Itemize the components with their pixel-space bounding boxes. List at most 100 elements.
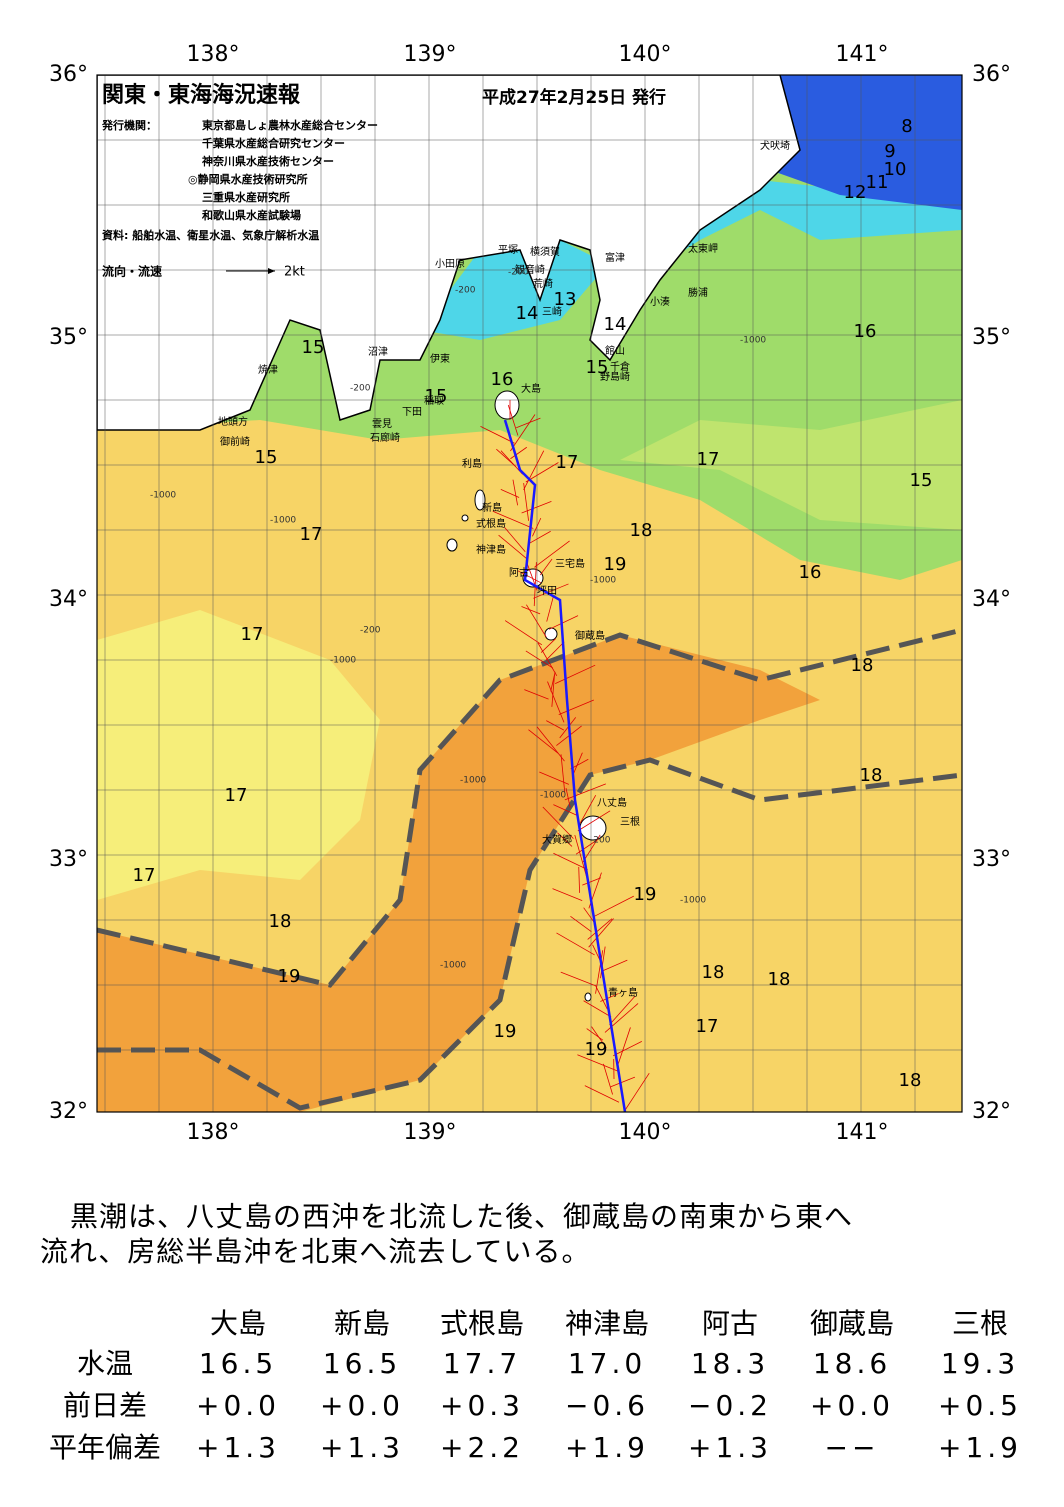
island (495, 391, 519, 419)
legend-scale: 2kt (284, 265, 305, 280)
place-name: 平塚 (498, 244, 518, 256)
contour-label: 14 (604, 314, 627, 335)
table-cell: +0.5 (938, 1389, 1022, 1422)
table-header: 新島 (334, 1307, 390, 1340)
map-title: 関東・東海海況速報 (102, 82, 301, 108)
lon-label: 138° (187, 1120, 240, 1145)
island (585, 993, 591, 1001)
lat-label: 36° (49, 62, 88, 87)
contour-label: 17 (300, 524, 323, 545)
place-name: 御前崎 (220, 435, 250, 448)
depth-label: -1000 (150, 491, 176, 501)
island (545, 628, 557, 640)
table-cell: +1.3 (688, 1431, 772, 1464)
table-cell: 17.0 (568, 1347, 646, 1380)
contour-label: 17 (225, 785, 248, 806)
contour-label: 15 (425, 386, 448, 407)
lat-label: 35° (972, 325, 1011, 350)
contour-label: 19 (634, 884, 657, 905)
place-name: 神津島 (476, 543, 506, 556)
row-label: 平年偏差 (49, 1431, 161, 1464)
place-name: 伊東 (430, 352, 450, 365)
place-name: 三根 (620, 815, 640, 828)
place-name: 御蔵島 (575, 629, 605, 642)
table-cell: +1.3 (320, 1431, 404, 1464)
lon-label: 139° (404, 42, 457, 67)
place-name: 沼津 (368, 345, 388, 358)
summary-line: 黒潮は、八丈島の西沖を北流した後、御蔵島の南東から東へ (70, 1200, 853, 1233)
table-header: 阿古 (702, 1307, 758, 1340)
contour-label: 17 (133, 865, 156, 886)
contour-label: 18 (269, 911, 292, 932)
contour-label: 16 (799, 562, 822, 583)
place-name: 小湊 (650, 295, 670, 308)
lat-label: 34° (972, 587, 1011, 612)
table-cell: +2.2 (440, 1431, 524, 1464)
place-name: 利島 (462, 457, 482, 470)
place-name: 雲見 (372, 418, 392, 430)
place-name: 太東岬 (688, 242, 718, 255)
depth-label: -200 (350, 384, 371, 394)
place-name: 焼津 (258, 364, 278, 376)
table-cell: 16.5 (199, 1347, 277, 1380)
place-name: 大島 (521, 382, 541, 395)
contour-label: 17 (556, 452, 579, 473)
island (462, 515, 468, 521)
depth-label: -1000 (680, 896, 706, 906)
table-cell: +1.3 (196, 1431, 280, 1464)
contour-label: 18 (768, 969, 791, 990)
table-cell: 18.6 (813, 1347, 891, 1380)
place-name: 下田 (402, 407, 422, 418)
table-cell: +1.9 (938, 1431, 1022, 1464)
contour-label: 18 (851, 655, 874, 676)
table-cell: −0.6 (565, 1389, 649, 1422)
issue-date: 平成27年2月25日 発行 (482, 87, 666, 108)
depth-label: -1000 (590, 576, 616, 586)
contour-label: 14 (516, 303, 539, 324)
row-label: 水温 (77, 1347, 133, 1380)
table-cell: +0.0 (320, 1389, 404, 1422)
contour-label: 16 (854, 321, 877, 342)
place-name: 石廊崎 (370, 431, 400, 444)
table-cell: +0.3 (440, 1389, 524, 1422)
lon-label: 139° (404, 1120, 457, 1145)
contour-label: 19 (494, 1021, 517, 1042)
depth-label: -200 (590, 836, 611, 846)
place-name: 地頭方 (218, 415, 248, 428)
issuer: 和歌山県水産試験場 (202, 208, 301, 222)
contour-label: 19 (278, 966, 301, 987)
depth-label: -1000 (440, 961, 466, 971)
table-cell: 19.3 (941, 1347, 1019, 1380)
issuer: ◎静岡県水産技術研究所 (188, 172, 308, 186)
contour-label: 19 (604, 554, 627, 575)
table-cell: +0.0 (810, 1389, 894, 1422)
lon-label: 140° (619, 42, 672, 67)
lat-label: 33° (49, 847, 88, 872)
contour-label: 17 (697, 449, 720, 470)
contour-label: 11 (866, 172, 889, 193)
summary-line: 流れ、房総半島沖を北東へ流去している。 (40, 1235, 590, 1268)
place-name: 坪田 (537, 584, 557, 597)
place-name: 大賀郷 (542, 833, 572, 846)
contour-label: 19 (585, 1039, 608, 1060)
lat-label: 35° (49, 325, 88, 350)
island (447, 539, 457, 551)
place-name: 横須賀 (530, 245, 560, 258)
depth-label: -1000 (330, 656, 356, 666)
issuer: 千葉県水産総合研究センター (202, 136, 345, 150)
contour-label: 8 (901, 116, 912, 137)
lat-label: 32° (49, 1099, 88, 1124)
contour-label: 13 (554, 289, 577, 310)
contour-label: 17 (696, 1016, 719, 1037)
depth-label: -1000 (270, 516, 296, 526)
table-cell: +1.9 (565, 1431, 649, 1464)
table-cell: −− (825, 1431, 880, 1464)
source: 資料: 船舶水温、衛星水温、気象庁解析水温 (102, 228, 319, 242)
issuer-label: 発行機関： (101, 118, 157, 132)
table-header: 式根島 (440, 1307, 524, 1340)
lon-label: 140° (619, 1120, 672, 1145)
row-label: 前日差 (63, 1389, 147, 1422)
issuer: 三重県水産研究所 (202, 190, 290, 204)
issuer: 神奈川県水産技術センター (202, 154, 334, 168)
